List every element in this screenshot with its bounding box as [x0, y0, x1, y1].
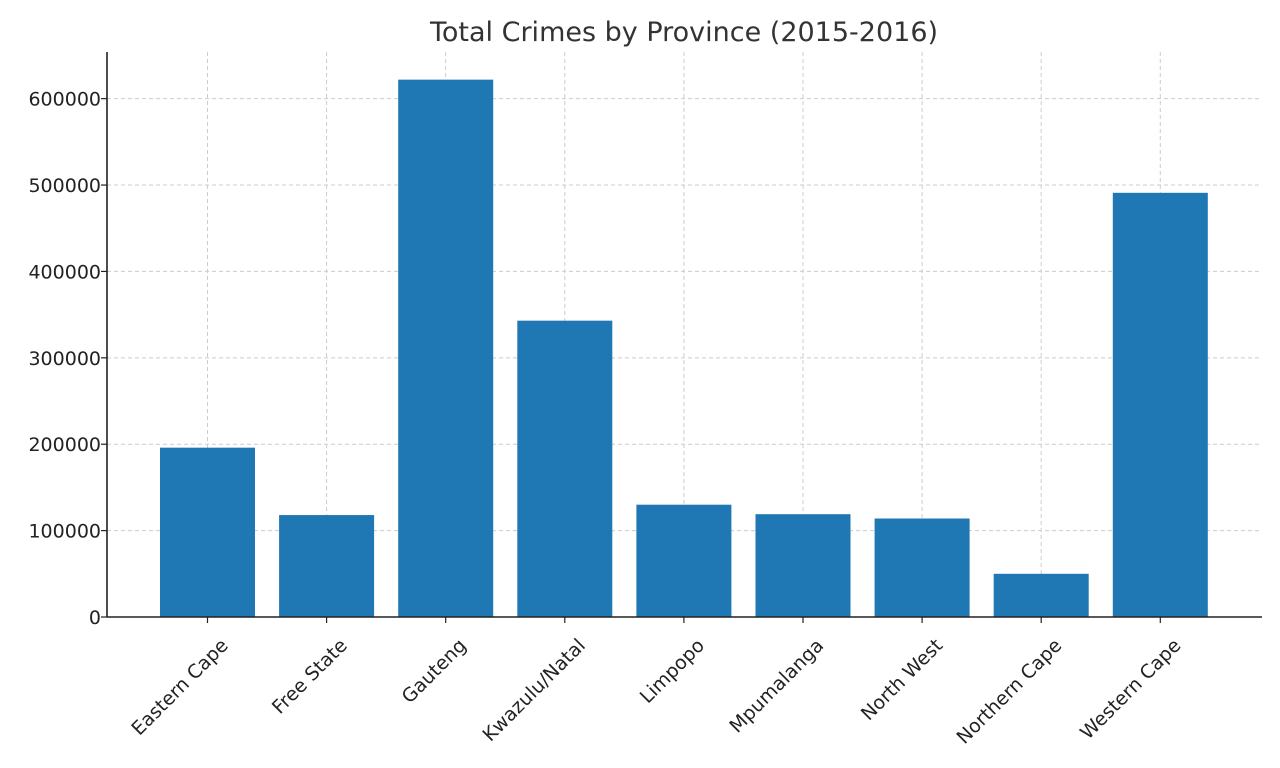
bar [636, 504, 732, 617]
bar [993, 573, 1089, 617]
y-tick-label: 500000 [28, 175, 101, 197]
bar [279, 515, 375, 617]
x-tick-label: North West [857, 635, 947, 725]
bar [160, 447, 255, 617]
bar [874, 518, 970, 617]
bar [398, 79, 494, 617]
y-tick-label: 300000 [28, 348, 101, 370]
bar [517, 320, 613, 617]
bar [755, 514, 851, 617]
x-tick-label: Western Cape [1076, 635, 1185, 744]
x-tick-label: Gauteng [398, 635, 471, 708]
bar [1112, 192, 1208, 617]
x-tick-label: Limpopo [636, 635, 709, 708]
chart-title: Total Crimes by Province (2015-2016) [429, 17, 938, 48]
x-tick-label: Free State [268, 635, 352, 719]
x-tick-label: Kwazulu/Natal [479, 635, 590, 746]
bars [160, 79, 1208, 617]
y-tick-label: 0 [89, 607, 101, 629]
y-tick-label: 600000 [28, 89, 101, 111]
x-tick-label: Northern Cape [952, 635, 1066, 749]
y-tick-label: 400000 [28, 261, 101, 283]
x-axis-ticks: Eastern Cape Free State Gauteng Kwazulu/Nat… [127, 617, 1185, 748]
y-tick-label: 100000 [28, 521, 101, 543]
y-tick-label: 200000 [28, 434, 101, 456]
y-axis-ticks: 0 100000 200000 300000 400000 500000 600000 [28, 89, 107, 629]
x-tick-label: Eastern Cape [127, 635, 232, 740]
x-tick-label: Mpumalanga [725, 635, 828, 738]
